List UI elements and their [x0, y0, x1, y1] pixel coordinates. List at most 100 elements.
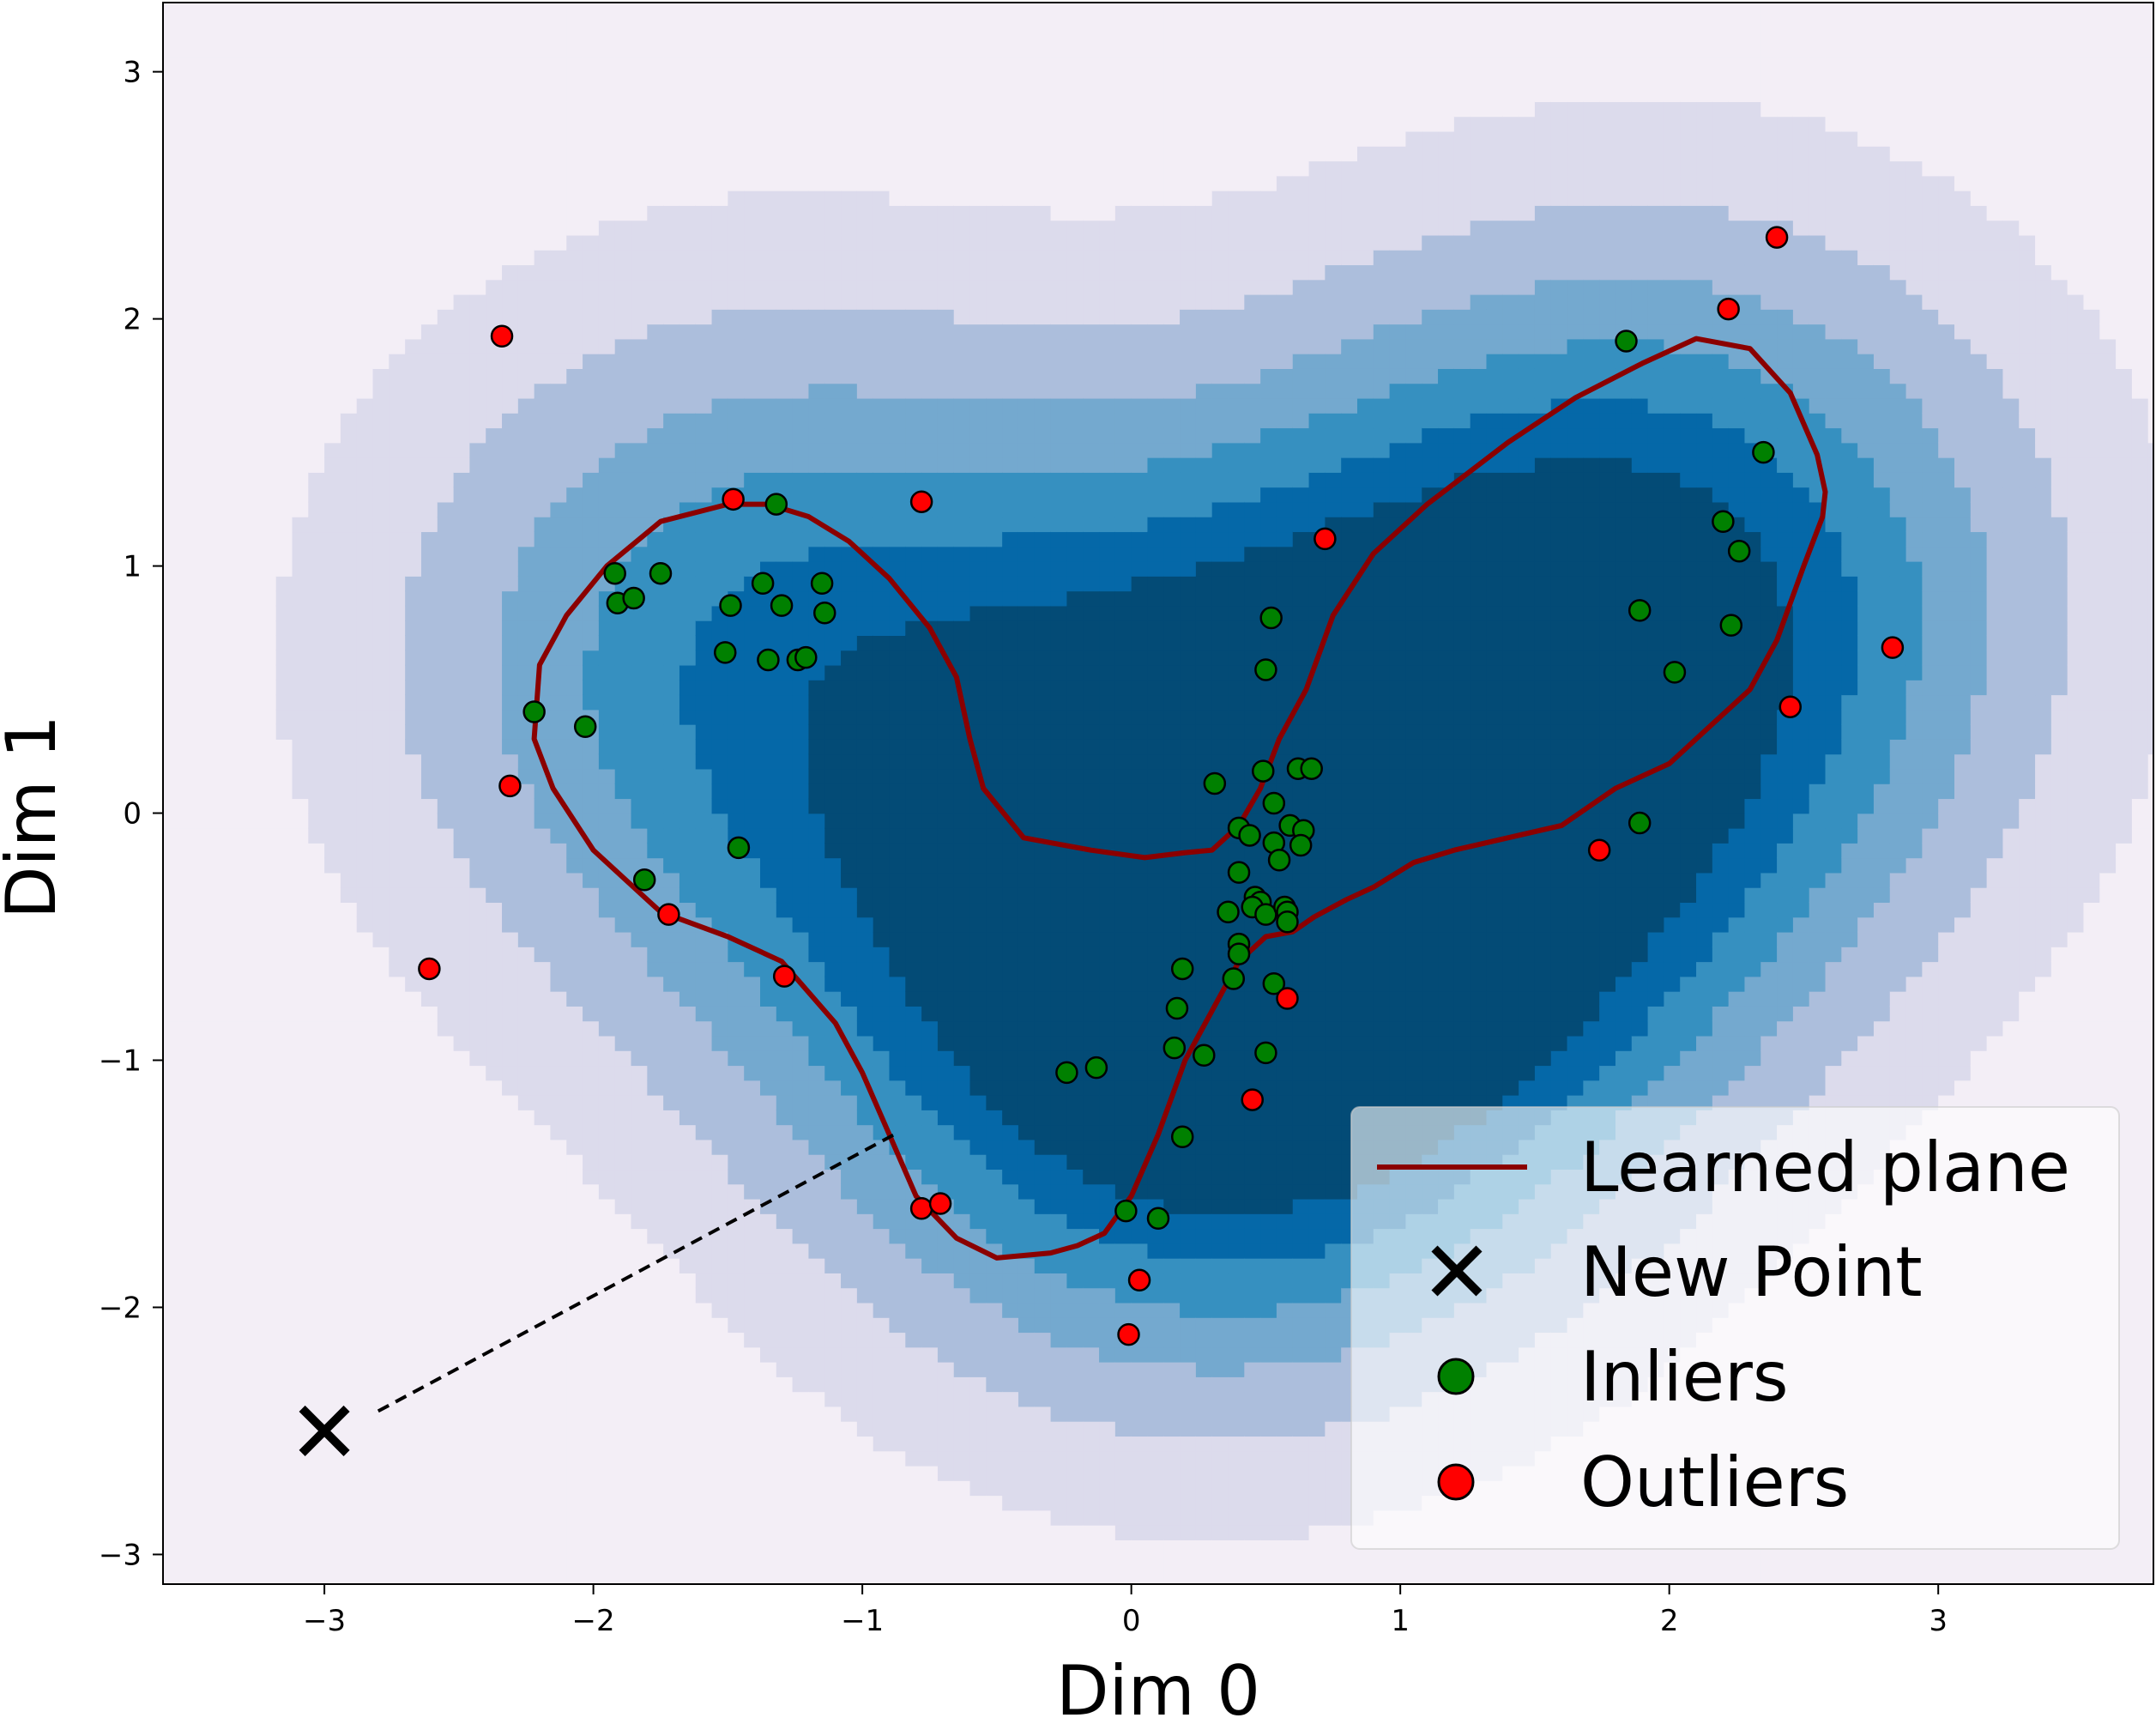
contour-cell	[614, 1509, 632, 1526]
contour-cell	[824, 1554, 842, 1570]
contour-cell	[679, 1094, 697, 1110]
contour-cell	[486, 1346, 503, 1363]
contour-cell	[211, 27, 229, 43]
contour-cell	[792, 590, 810, 607]
contour-cell	[583, 1035, 600, 1051]
contour-cell	[517, 1346, 535, 1363]
contour-cell	[292, 413, 310, 429]
contour-cell	[695, 768, 713, 784]
contour-cell	[695, 1495, 713, 1511]
contour-cell	[711, 976, 729, 992]
contour-cell	[598, 1539, 616, 1556]
contour-cell	[486, 472, 503, 488]
contour-cell	[534, 886, 552, 904]
contour-cell	[469, 86, 487, 102]
contour-cell	[356, 472, 374, 488]
contour-cell	[469, 1361, 487, 1377]
contour-cell	[437, 1495, 455, 1511]
contour-cell	[372, 42, 390, 58]
contour-cell	[792, 130, 810, 147]
contour-cell	[808, 664, 826, 681]
contour-cell	[550, 680, 568, 696]
contour-cell	[244, 160, 261, 177]
contour-cell	[292, 1228, 310, 1244]
contour-cell	[211, 1524, 229, 1540]
contour-cell	[663, 664, 680, 681]
contour-cell	[873, 442, 891, 458]
contour-cell	[227, 1273, 245, 1289]
contour-cell	[824, 546, 842, 562]
contour-cell	[873, 220, 891, 236]
contour-cell	[502, 976, 519, 992]
contour-cell	[905, 1302, 922, 1318]
contour-cell	[275, 1436, 293, 1452]
contour-cell	[841, 768, 858, 784]
contour-cell	[614, 383, 632, 399]
contour-cell	[744, 368, 761, 384]
contour-cell	[308, 723, 325, 740]
contour-cell	[744, 264, 761, 281]
contour-cell	[873, 1539, 891, 1556]
contour-cell	[631, 116, 649, 132]
contour-cell	[389, 368, 406, 384]
contour-cell	[502, 739, 519, 755]
contour-cell	[744, 309, 761, 325]
contour-cell	[792, 1139, 810, 1155]
contour-cell	[163, 264, 180, 281]
contour-cell	[486, 620, 503, 636]
contour-cell	[502, 101, 519, 118]
contour-cell	[792, 1420, 810, 1437]
contour-cell	[178, 1361, 196, 1377]
contour-cell	[372, 190, 390, 206]
contour-cell	[905, 827, 922, 844]
contour-cell	[227, 590, 245, 607]
contour-cell	[744, 1376, 761, 1393]
contour-cell	[614, 175, 632, 191]
contour-cell	[841, 1183, 858, 1200]
contour-cell	[647, 190, 664, 206]
contour-cell	[437, 1539, 455, 1556]
contour-cell	[275, 947, 293, 963]
contour-cell	[889, 442, 907, 458]
contour-cell	[163, 783, 180, 800]
contour-cell	[583, 487, 600, 503]
contour-cell	[437, 397, 455, 414]
contour-cell	[905, 843, 922, 859]
contour-cell	[275, 1465, 293, 1481]
contour-cell	[163, 576, 180, 592]
contour-cell	[486, 190, 503, 206]
contour-cell	[517, 976, 535, 992]
contour-cell	[647, 368, 664, 384]
contour-cell	[211, 1450, 229, 1467]
contour-cell	[760, 931, 777, 947]
contour-cell	[324, 813, 341, 829]
contour-cell	[259, 1213, 277, 1230]
contour-cell	[631, 264, 649, 281]
contour-cell	[453, 249, 471, 266]
contour-cell	[873, 709, 891, 725]
contour-cell	[340, 1346, 358, 1363]
contour-cell	[792, 1346, 810, 1363]
contour-cell	[663, 160, 680, 177]
contour-cell	[889, 1391, 907, 1407]
contour-cell	[405, 961, 422, 977]
contour-cell	[824, 1539, 842, 1556]
contour-cell	[211, 175, 229, 191]
contour-cell	[711, 1065, 729, 1081]
contour-cell	[647, 813, 664, 829]
contour-cell	[663, 1198, 680, 1214]
contour-cell	[486, 1080, 503, 1096]
contour-cell	[583, 175, 600, 191]
contour-cell	[760, 531, 777, 547]
contour-cell	[340, 650, 358, 666]
contour-cell	[889, 3, 907, 14]
contour-cell	[195, 680, 213, 696]
contour-cell	[760, 1213, 777, 1230]
contour-cell	[679, 1124, 697, 1140]
contour-cell	[356, 86, 374, 102]
contour-cell	[728, 1006, 745, 1022]
contour-cell	[244, 768, 261, 784]
contour-cell	[517, 190, 535, 206]
contour-cell	[502, 931, 519, 947]
contour-cell	[259, 309, 277, 325]
